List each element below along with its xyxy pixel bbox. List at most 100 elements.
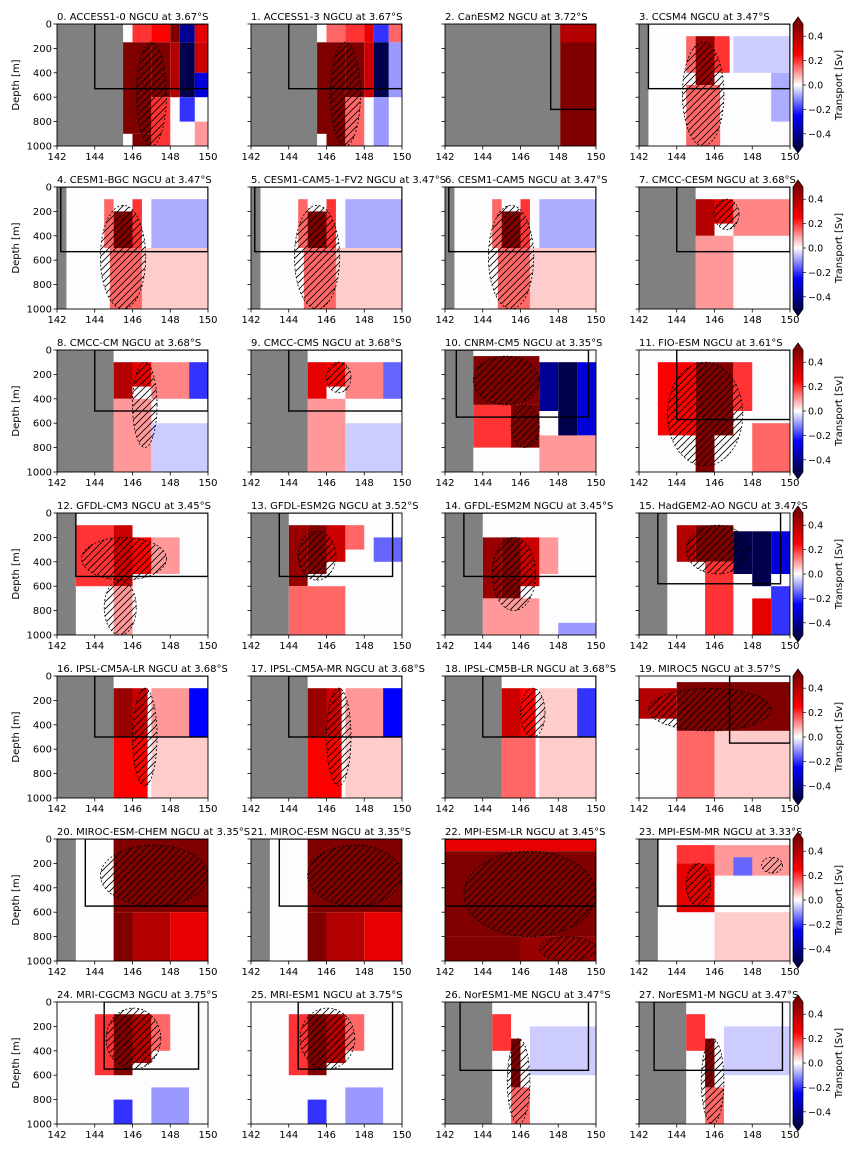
- colorbar-tick-label: 0.2: [808, 56, 823, 67]
- transport-cell: [307, 688, 327, 737]
- panel: 5. CESM1-CAM5-1-FV2 NGCU at 3.47°S 142 144…: [241, 175, 446, 326]
- panel: 20. MIROC-ESM-CHEM NGCU at 3.35°S 142 144 1…: [11, 827, 250, 978]
- panel-title: 22. MPI-ESM-LR NGCU at 3.45°S: [445, 827, 605, 838]
- x-tick-label: 146: [317, 967, 336, 978]
- ngcu-box: [653, 1002, 784, 1072]
- transport-cell: [539, 737, 596, 798]
- significance-hatch: [506, 1038, 531, 1124]
- y-tick-label: 400: [33, 231, 52, 242]
- significance-hatch: [682, 41, 725, 146]
- x-tick-label: 148: [161, 804, 180, 815]
- colorbar-tick-label: −0.4: [808, 292, 831, 303]
- colorbar-gradient: [793, 187, 803, 309]
- transport-cell: [539, 362, 559, 411]
- panel: 8. CMCC-CM NGCU at 3.68°S 142 144 146 148 150…: [11, 338, 218, 489]
- panel-title: 13. GFDL-ESM2G NGCU at 3.52°S: [251, 501, 418, 512]
- y-tick-label: 1000: [27, 468, 52, 479]
- transport-cell: [501, 737, 536, 798]
- y-tick-label: 1000: [27, 142, 52, 153]
- transport-cell: [345, 362, 384, 399]
- colorbar-tick-label: −0.2: [808, 431, 831, 442]
- panel: 3. CCSM4 NGCU at 3.47°S 142 144 146 148 150: [629, 12, 799, 163]
- x-tick-label: 150: [780, 967, 799, 978]
- transport-cell: [307, 912, 327, 961]
- significance-hatch: [520, 687, 546, 738]
- x-tick-label: 148: [549, 152, 568, 163]
- x-tick-label: 142: [629, 967, 648, 978]
- ngcu-box: [445, 839, 596, 907]
- land-mask: [445, 1002, 493, 1124]
- x-tick-label: 148: [161, 641, 180, 652]
- y-tick-label: 1000: [27, 305, 52, 316]
- plot-area: [639, 24, 790, 146]
- significance-hatch: [81, 537, 167, 581]
- colorbar-tick-label: −0.4: [808, 129, 831, 140]
- significance-hatch: [307, 844, 402, 907]
- y-tick-label: 400: [33, 883, 52, 894]
- land-mask: [57, 24, 124, 146]
- plot-area: [639, 187, 790, 309]
- significance-hatch: [666, 361, 744, 467]
- x-tick-label: 148: [743, 152, 762, 163]
- x-tick-label: 150: [198, 1130, 217, 1141]
- transport-cell: [170, 24, 180, 43]
- x-tick-label: 150: [198, 152, 217, 163]
- plot-area: [57, 187, 208, 309]
- panel: 7. CMCC-CESM NGCU at 3.68°S 142 144 146 148 1…: [629, 175, 799, 326]
- y-tick-label: 600: [33, 582, 52, 593]
- colorbar-label: Transport [Sv]: [834, 865, 845, 936]
- transport-cell: [364, 24, 374, 43]
- colorbar-tick-label: −0.4: [808, 455, 831, 466]
- x-tick-label: 150: [586, 315, 605, 326]
- x-tick-label: 142: [47, 152, 66, 163]
- transport-cell: [345, 688, 384, 737]
- significance-hatch: [100, 204, 147, 309]
- land-mask: [251, 839, 270, 961]
- transport-cell: [113, 1099, 133, 1124]
- x-tick-label: 144: [473, 967, 492, 978]
- colorbar-extend-max: [793, 343, 803, 350]
- x-tick-label: 146: [317, 152, 336, 163]
- panel: 16. IPSL-CM5A-LR NGCU at 3.68°S 142 144 146…: [11, 664, 228, 815]
- plot-area: [251, 1002, 402, 1124]
- ngcu-box: [657, 839, 790, 907]
- transport-cell: [529, 1026, 596, 1076]
- x-tick-label: 148: [161, 152, 180, 163]
- transport-cell: [714, 912, 790, 961]
- panel: 24. MRI-CGCM3 NGCU at 3.75°S 142 144 146 148…: [11, 990, 218, 1141]
- transport-cell: [560, 24, 596, 43]
- plot-area: [445, 513, 596, 635]
- x-tick-label: 142: [47, 1130, 66, 1141]
- y-tick-label: 0: [46, 672, 52, 683]
- x-tick-label: 144: [473, 641, 492, 652]
- x-tick-label: 148: [743, 315, 762, 326]
- colorbar-extend-min: [793, 1124, 803, 1131]
- ngcu-box: [482, 676, 596, 738]
- x-tick-label: 144: [85, 804, 104, 815]
- significance-hatch: [132, 361, 158, 448]
- colorbar-label: Transport [Sv]: [834, 376, 845, 447]
- transport-cell: [113, 362, 133, 399]
- x-tick-label: 146: [317, 315, 336, 326]
- transport-cell: [288, 586, 346, 635]
- x-tick-label: 150: [780, 804, 799, 815]
- x-tick-label: 150: [198, 315, 217, 326]
- x-tick-label: 142: [47, 315, 66, 326]
- panel-title: 8. CMCC-CM NGCU at 3.68°S: [57, 338, 201, 349]
- x-tick-label: 150: [392, 1130, 411, 1141]
- ngcu-box: [657, 513, 782, 585]
- x-tick-label: 142: [629, 478, 648, 489]
- x-tick-label: 144: [667, 967, 686, 978]
- y-tick-label: 800: [33, 932, 52, 943]
- colorbar-extend-min: [793, 472, 803, 479]
- ngcu-box: [463, 513, 596, 578]
- panel-title: 0. ACCESS1-0 NGCU at 3.67°S: [57, 12, 208, 23]
- x-tick-label: 144: [667, 641, 686, 652]
- x-tick-label: 146: [705, 967, 724, 978]
- colorbar-tick-label: −0.2: [808, 920, 831, 931]
- x-tick-label: 146: [123, 152, 142, 163]
- colorbar-tick-label: 0.2: [808, 708, 823, 719]
- x-tick-label: 142: [435, 804, 454, 815]
